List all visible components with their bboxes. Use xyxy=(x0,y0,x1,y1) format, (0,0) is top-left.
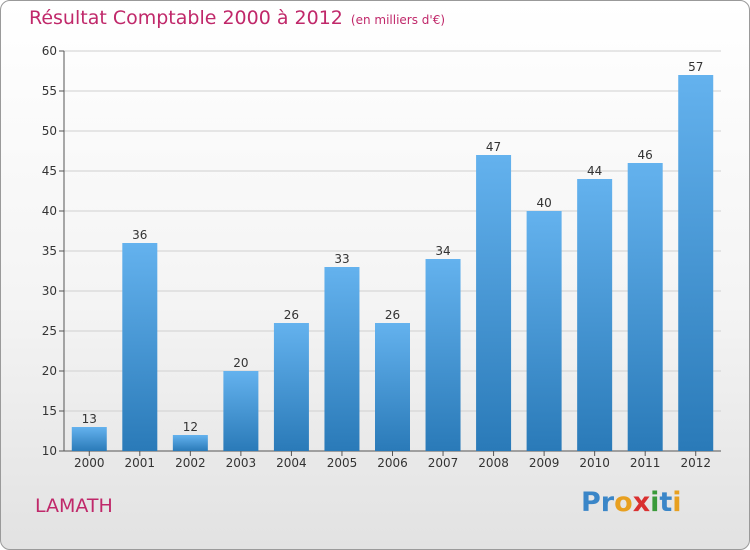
bar-2011 xyxy=(627,163,663,451)
x-tick-label: 2006 xyxy=(377,456,408,470)
y-tick-label: 30 xyxy=(42,284,57,298)
logo-letter: r xyxy=(600,487,615,518)
data-label: 57 xyxy=(688,60,703,74)
bar-2001 xyxy=(122,243,158,451)
chart-title-main: Résultat Comptable 2000 à 2012 xyxy=(29,7,343,29)
data-label: 26 xyxy=(284,308,299,322)
x-tick-label: 2007 xyxy=(428,456,459,470)
proxiti-logo: Proxiti xyxy=(581,487,682,518)
logo-letter: P xyxy=(581,487,601,518)
data-label: 36 xyxy=(132,228,147,242)
x-tick-label: 2010 xyxy=(579,456,610,470)
data-label: 33 xyxy=(334,252,349,266)
data-label: 20 xyxy=(233,356,248,370)
y-tick-label: 60 xyxy=(42,44,57,58)
x-tick-label: 2004 xyxy=(276,456,307,470)
x-tick-label: 2005 xyxy=(327,456,358,470)
bar-2012 xyxy=(678,75,714,451)
y-tick-label: 45 xyxy=(42,164,57,178)
bars xyxy=(71,75,714,451)
y-tick-label: 20 xyxy=(42,364,57,378)
data-label: 47 xyxy=(486,140,501,154)
bar-2005 xyxy=(324,267,360,451)
data-label: 44 xyxy=(587,164,602,178)
bar-2000 xyxy=(71,427,107,451)
y-tick-label: 55 xyxy=(42,84,57,98)
logo-letter: x xyxy=(632,487,651,518)
bar-2007 xyxy=(425,259,461,451)
logo-letter: i xyxy=(650,487,660,518)
labels: 2000 13 2001 36 2002 12 2003 20 2004 26 2005 33 2006… xyxy=(74,60,711,470)
bar-2009 xyxy=(526,211,562,451)
y-tick-label: 10 xyxy=(42,444,57,458)
data-label: 13 xyxy=(82,412,97,426)
x-tick-label: 2002 xyxy=(175,456,206,470)
data-label: 40 xyxy=(536,196,551,210)
data-label: 12 xyxy=(183,420,198,434)
chart-title-unit: (en milliers d'€) xyxy=(350,13,446,27)
y-tick-label: 40 xyxy=(42,204,57,218)
x-tick-label: 2011 xyxy=(630,456,661,470)
bar-2003 xyxy=(223,371,259,451)
data-label: 34 xyxy=(435,244,450,258)
x-tick-label: 2000 xyxy=(74,456,105,470)
y-tick-label: 35 xyxy=(42,244,57,258)
x-tick-label: 2003 xyxy=(226,456,257,470)
bar-2008 xyxy=(476,155,512,451)
y-tick-label: 25 xyxy=(42,324,57,338)
x-tick-label: 2008 xyxy=(478,456,509,470)
y-tick-label: 50 xyxy=(42,124,57,138)
logo-letter: o xyxy=(614,487,633,518)
y-tick-label: 15 xyxy=(42,404,57,418)
logo-letter: t xyxy=(659,487,673,518)
x-tick-label: 2001 xyxy=(125,456,156,470)
logo-letter: i xyxy=(672,487,682,518)
bar-2006 xyxy=(375,323,410,451)
town-name: LAMATH xyxy=(35,495,113,517)
chart-title: Résultat Comptable 2000 à 2012 (en millie… xyxy=(29,7,445,29)
bar-2010 xyxy=(577,179,613,451)
bar-2004 xyxy=(273,323,309,451)
data-label: 46 xyxy=(638,148,653,162)
bar-2002 xyxy=(172,435,208,451)
x-tick-label: 2012 xyxy=(680,456,711,470)
x-tick-label: 2009 xyxy=(529,456,560,470)
data-label: 26 xyxy=(385,308,400,322)
